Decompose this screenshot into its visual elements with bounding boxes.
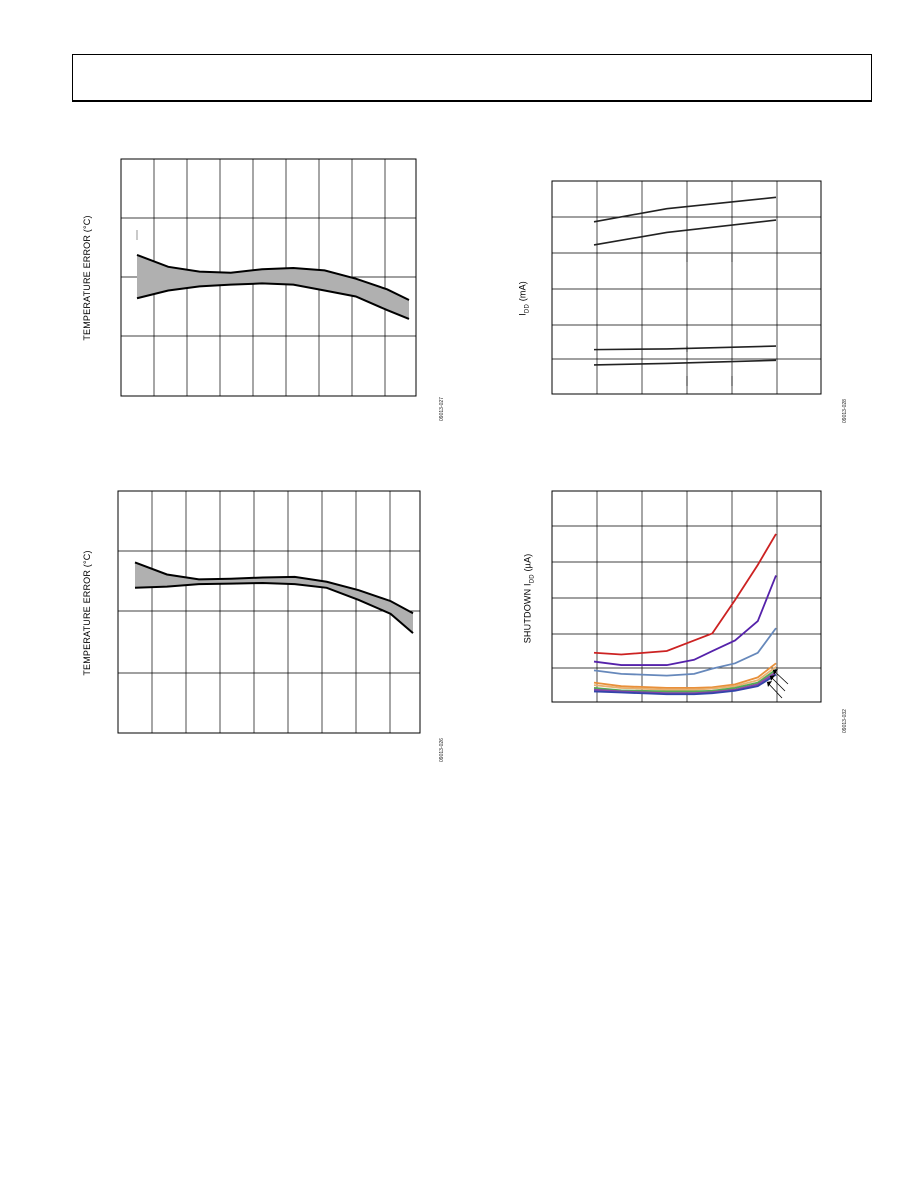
series-line-shutdown-idd-bottom-right-5 xyxy=(593,668,777,693)
ylabel-temp-error-bottom: TEMPERATURE ERROR (°C) xyxy=(82,550,92,676)
ylabel-shutdown-sub: DD xyxy=(529,574,536,584)
series-line-shutdown-idd-bottom-right-0 xyxy=(593,533,777,656)
ylabel-idd-unit: (mA) xyxy=(517,281,528,305)
upper-error-line-temp-error-top-left xyxy=(136,254,410,301)
series-line-shutdown-idd-bottom-right-1 xyxy=(593,575,777,666)
ylabel-shutdown-idd: SHUTDOWN IDD (µA) xyxy=(523,543,536,653)
plot-frame-temp-error-bottom-left xyxy=(117,490,421,734)
plot-frame-shutdown-idd-bottom-right xyxy=(551,490,822,703)
figure-number-026: 09013-026 xyxy=(439,738,445,762)
ylabel-idd-main: I xyxy=(517,313,528,316)
error-band-temp-error-bottom-left xyxy=(135,562,413,634)
series-line-idd-top-right-1 xyxy=(593,219,777,246)
figure-number-027: 09013-027 xyxy=(439,397,445,421)
ylabel-shutdown-unit: (µA) xyxy=(522,553,533,575)
series-line-shutdown-idd-bottom-right-3 xyxy=(593,662,777,689)
annotation-arrowhead-1 xyxy=(770,675,775,681)
upper-error-line-temp-error-bottom-left xyxy=(134,561,414,615)
series-line-idd-top-right-3 xyxy=(593,359,777,366)
plot-frame-idd-top-right xyxy=(551,180,822,395)
page-header-box xyxy=(72,54,872,102)
series-line-shutdown-idd-bottom-right-2 xyxy=(593,627,777,677)
ylabel-idd: IDD (mA) xyxy=(518,268,531,328)
error-band-temp-error-top-left xyxy=(137,254,409,319)
ylabel-shutdown-main: SHUTDOWN I xyxy=(522,583,533,644)
series-line-shutdown-idd-bottom-right-7 xyxy=(593,673,777,696)
series-line-shutdown-idd-bottom-right-4 xyxy=(593,666,777,691)
annotation-arrowhead-2 xyxy=(767,681,772,687)
figure-number-028: 09013-028 xyxy=(842,399,848,423)
series-line-shutdown-idd-bottom-right-6 xyxy=(593,671,777,695)
ylabel-idd-sub: DD xyxy=(524,304,531,314)
lower-error-line-temp-error-bottom-left xyxy=(134,581,414,634)
figure-number-032: 09013-032 xyxy=(842,709,848,733)
plot-frame-temp-error-top-left xyxy=(120,158,417,397)
ylabel-temp-error-top: TEMPERATURE ERROR (°C) xyxy=(82,215,92,341)
annotation-arrowhead-0 xyxy=(773,669,778,675)
series-line-idd-top-right-2 xyxy=(593,345,777,351)
lower-error-line-temp-error-top-left xyxy=(136,282,410,320)
series-line-idd-top-right-0 xyxy=(593,196,777,223)
